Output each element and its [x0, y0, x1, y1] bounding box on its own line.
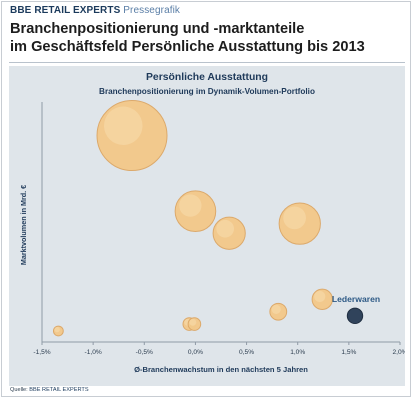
bubble-highlight — [104, 106, 143, 145]
source-note: Quelle: BBE RETAIL EXPERTS — [10, 386, 89, 394]
y-axis-label: Marktvolumen in Mrd. € — [19, 185, 28, 265]
bubble-highlight — [189, 318, 197, 326]
headline-line-1: Branchenpositionierung und -marktanteile — [10, 21, 305, 37]
brand-name: RETAIL EXPERTS — [34, 5, 121, 16]
bubble-highlight — [179, 194, 202, 217]
source-org: BBE RETAIL EXPERTS — [29, 387, 89, 393]
x-axis-label: Ø-Branchenwachstum in den nächsten 5 Jah… — [134, 365, 308, 374]
x-tick-label: 0,5% — [239, 349, 254, 356]
source-prefix: Quelle: — [10, 387, 28, 393]
chart-panel: Persönliche Ausstattung Branchenposition… — [9, 66, 405, 386]
bubble-highlight — [271, 304, 281, 314]
headline: Branchenpositionierung und -marktanteile… — [10, 20, 404, 56]
x-tick-label: 1,0% — [290, 349, 305, 356]
bubble-highlight — [216, 219, 235, 238]
bubble-highlight — [54, 326, 60, 333]
headline-divider — [9, 62, 405, 63]
chart-subtitle: Branchenpositionierung im Dynamik-Volume… — [99, 87, 315, 96]
bubble-highlight — [283, 206, 306, 230]
x-tick-label: 0,0% — [188, 349, 203, 356]
x-tick-label: 2,0% — [392, 349, 405, 356]
bubble-label: Lederwaren — [332, 294, 380, 304]
brand-bold: BBE — [10, 5, 32, 16]
brand-tag: Pressegrafik — [123, 5, 181, 16]
brand-line: BBE RETAIL EXPERTS Pressegrafik — [10, 5, 180, 17]
x-tick-label: -0,5% — [136, 349, 153, 356]
x-tick-label: 1,5% — [341, 349, 356, 356]
x-tick-label: -1,5% — [33, 349, 50, 356]
chart-title: Persönliche Ausstattung — [145, 72, 268, 83]
bubble — [346, 307, 364, 325]
headline-line-2: im Geschäftsfeld Persönliche Ausstattung… — [10, 39, 365, 55]
x-tick-label: -1,0% — [85, 349, 102, 356]
bubble-chart: -1,5% -1,0% -0,5% 0,0% 0,5% 1,0% 1,5% 2,0% Leder… — [19, 100, 405, 374]
bubble-highlight — [314, 290, 326, 303]
